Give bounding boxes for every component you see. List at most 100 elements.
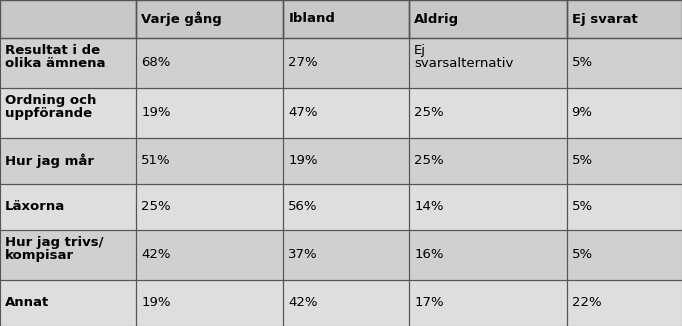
- Bar: [567, 280, 682, 326]
- Text: 51%: 51%: [141, 155, 171, 167]
- Text: 19%: 19%: [141, 296, 171, 309]
- Bar: [283, 38, 409, 88]
- Bar: [409, 88, 567, 138]
- Bar: [283, 88, 409, 138]
- Bar: [409, 38, 567, 88]
- Bar: [136, 0, 283, 38]
- Bar: [0, 88, 136, 138]
- Bar: [567, 0, 682, 38]
- Text: Ordning och: Ordning och: [5, 94, 96, 107]
- Bar: [136, 88, 283, 138]
- Bar: [0, 38, 136, 88]
- Bar: [136, 88, 283, 138]
- Bar: [567, 38, 682, 88]
- Text: 68%: 68%: [141, 56, 170, 69]
- Text: 25%: 25%: [414, 155, 444, 167]
- Bar: [409, 0, 567, 38]
- Bar: [283, 184, 409, 230]
- Text: 42%: 42%: [141, 248, 171, 261]
- Text: Ibland: Ibland: [288, 12, 335, 25]
- Text: 5%: 5%: [572, 200, 593, 214]
- Bar: [283, 38, 409, 88]
- Text: 56%: 56%: [288, 200, 318, 214]
- Bar: [0, 38, 136, 88]
- Text: 16%: 16%: [414, 248, 444, 261]
- Bar: [409, 230, 567, 280]
- Bar: [283, 0, 409, 38]
- Bar: [409, 0, 567, 38]
- Bar: [567, 88, 682, 138]
- Text: 14%: 14%: [414, 200, 444, 214]
- Text: 19%: 19%: [288, 155, 318, 167]
- Bar: [567, 138, 682, 184]
- Bar: [0, 230, 136, 280]
- Bar: [567, 88, 682, 138]
- Text: Varje gång: Varje gång: [141, 12, 222, 26]
- Bar: [283, 138, 409, 184]
- Bar: [409, 280, 567, 326]
- Bar: [0, 184, 136, 230]
- Bar: [136, 138, 283, 184]
- Text: 19%: 19%: [141, 106, 171, 119]
- Bar: [283, 280, 409, 326]
- Bar: [136, 38, 283, 88]
- Bar: [0, 138, 136, 184]
- Bar: [136, 38, 283, 88]
- Text: 25%: 25%: [141, 200, 171, 214]
- Text: Hur jag mår: Hur jag mår: [5, 154, 94, 168]
- Bar: [136, 0, 283, 38]
- Bar: [283, 0, 409, 38]
- Bar: [409, 230, 567, 280]
- Text: Hur jag trivs/: Hur jag trivs/: [5, 236, 104, 249]
- Bar: [567, 0, 682, 38]
- Bar: [0, 230, 136, 280]
- Bar: [567, 230, 682, 280]
- Bar: [283, 184, 409, 230]
- Bar: [283, 230, 409, 280]
- Text: 25%: 25%: [414, 106, 444, 119]
- Bar: [136, 280, 283, 326]
- Bar: [567, 184, 682, 230]
- Text: 17%: 17%: [414, 296, 444, 309]
- Text: 27%: 27%: [288, 56, 318, 69]
- Bar: [567, 184, 682, 230]
- Text: uppförande: uppförande: [5, 107, 92, 120]
- Text: Läxorna: Läxorna: [5, 200, 65, 214]
- Text: 42%: 42%: [288, 296, 318, 309]
- Bar: [136, 230, 283, 280]
- Bar: [409, 38, 567, 88]
- Bar: [136, 138, 283, 184]
- Bar: [283, 88, 409, 138]
- Bar: [0, 138, 136, 184]
- Text: 37%: 37%: [288, 248, 318, 261]
- Bar: [0, 184, 136, 230]
- Bar: [409, 138, 567, 184]
- Bar: [0, 0, 136, 38]
- Bar: [409, 184, 567, 230]
- Bar: [0, 0, 136, 38]
- Bar: [283, 230, 409, 280]
- Bar: [0, 280, 136, 326]
- Bar: [567, 38, 682, 88]
- Text: 9%: 9%: [572, 106, 593, 119]
- Text: 22%: 22%: [572, 296, 602, 309]
- Bar: [136, 184, 283, 230]
- Text: Aldrig: Aldrig: [414, 12, 459, 25]
- Bar: [567, 230, 682, 280]
- Bar: [567, 280, 682, 326]
- Text: olika ämnena: olika ämnena: [5, 57, 106, 70]
- Bar: [409, 280, 567, 326]
- Bar: [283, 280, 409, 326]
- Bar: [0, 88, 136, 138]
- Bar: [0, 280, 136, 326]
- Text: 47%: 47%: [288, 106, 318, 119]
- Text: 5%: 5%: [572, 248, 593, 261]
- Bar: [136, 280, 283, 326]
- Text: Annat: Annat: [5, 296, 49, 309]
- Text: Resultat i de: Resultat i de: [5, 44, 100, 57]
- Bar: [409, 88, 567, 138]
- Bar: [409, 138, 567, 184]
- Text: 5%: 5%: [572, 56, 593, 69]
- Bar: [283, 138, 409, 184]
- Bar: [136, 230, 283, 280]
